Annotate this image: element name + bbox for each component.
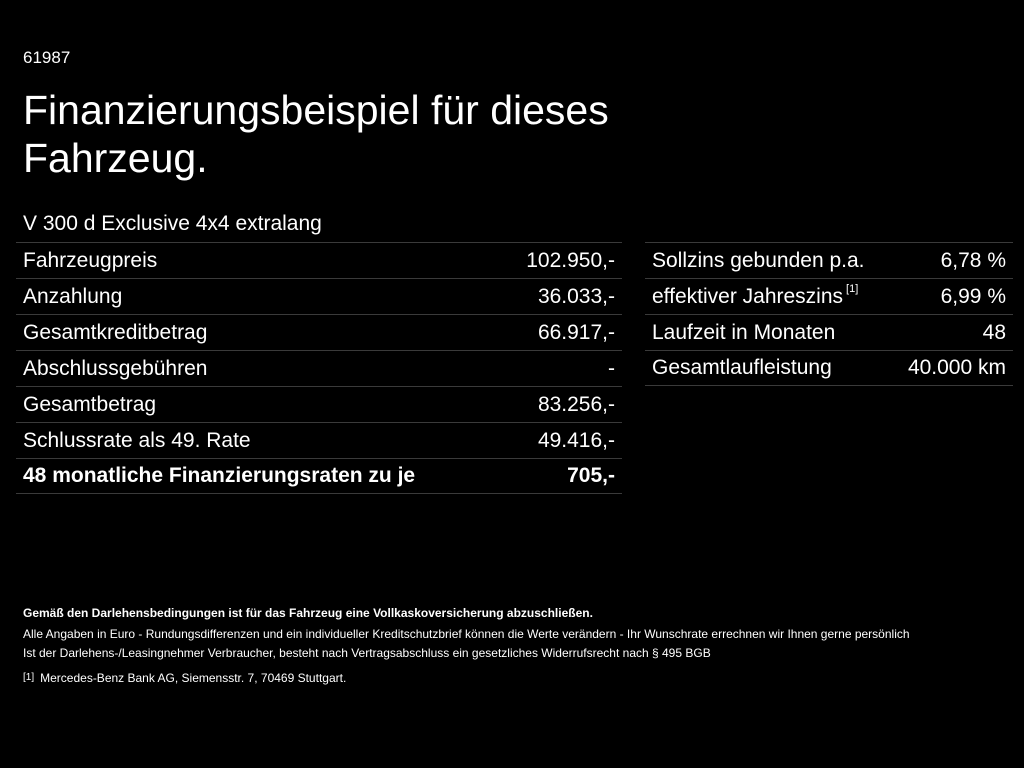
footnote-reference: [1] [846, 282, 859, 295]
insurance-note: Gemäß den Darlehensbedingungen ist für d… [23, 606, 593, 620]
financing-terms-table: Sollzins gebunden p.a. 6,78 % effektiver… [645, 242, 1013, 386]
row-value: 6,78 % [940, 248, 1006, 272]
row-label: Gesamtkreditbetrag [23, 320, 208, 344]
row-label: Gesamtbetrag [23, 392, 157, 416]
row-label-text: effektiver Jahreszins [652, 284, 844, 308]
table-row: Abschlussgebühren - [16, 350, 622, 386]
table-row: Gesamtlaufleistung 40.000 km [645, 350, 1013, 386]
legal-notes: Gemäß den Darlehensbedingungen ist für d… [23, 604, 1003, 663]
row-value: 40.000 km [907, 356, 1006, 379]
row-value: 6,99 % [940, 284, 1006, 308]
financing-cost-table: Fahrzeugpreis 102.950,- Anzahlung 36.033… [16, 242, 622, 494]
monthly-rate-row: 48 monatliche Finanzierungsraten zu je 7… [16, 458, 622, 494]
row-value: 705,- [567, 464, 615, 487]
reference-id: 61987 [23, 48, 71, 67]
table-row: Gesamtbetrag 83.256,- [16, 386, 622, 422]
vehicle-model: V 300 d Exclusive 4x4 extralang [23, 212, 322, 235]
row-value: 49.416,- [537, 428, 615, 452]
table-row: Laufzeit in Monaten 48 [645, 314, 1013, 350]
footnote-text: Mercedes-Benz Bank AG, Siemensstr. 7, 70… [40, 671, 347, 685]
row-label: Abschlussgebühren [23, 356, 208, 380]
row-label: effektiver Jahreszins [1] [652, 282, 859, 309]
table-row: Fahrzeugpreis 102.950,- [16, 242, 622, 278]
row-value: 48 [982, 320, 1006, 344]
row-value: 36.033,- [537, 284, 615, 308]
table-row: Sollzins gebunden p.a. 6,78 % [645, 242, 1013, 278]
row-value: 102.950,- [526, 248, 615, 272]
row-value: 83.256,- [537, 392, 615, 416]
row-label: Fahrzeugpreis [23, 248, 158, 272]
footnote-mark: [1] [23, 672, 35, 683]
table-row: Schlussrate als 49. Rate 49.416,- [16, 422, 622, 458]
row-label: Gesamtlaufleistung [652, 356, 832, 379]
row-label: Schlussrate als 49. Rate [23, 428, 251, 452]
disclaimer-note: Alle Angaben in Euro - Rundungsdifferenz… [23, 627, 910, 641]
row-value: 66.917,- [537, 320, 615, 344]
row-value: - [608, 356, 615, 380]
withdrawal-note: Ist der Darlehens-/Leasingnehmer Verbrau… [23, 646, 711, 660]
page-title: Finanzierungsbeispiel für dieses Fahrzeu… [23, 87, 609, 181]
row-label: 48 monatliche Finanzierungsraten zu je [23, 464, 416, 487]
footnote: [1] Mercedes-Benz Bank AG, Siemensstr. 7,… [23, 670, 346, 686]
row-label: Laufzeit in Monaten [652, 320, 836, 344]
row-label: Sollzins gebunden p.a. [652, 248, 865, 272]
row-label: Anzahlung [23, 284, 123, 308]
table-row: effektiver Jahreszins [1] 6,99 % [645, 278, 1013, 314]
table-row: Gesamtkreditbetrag 66.917,- [16, 314, 622, 350]
table-row: Anzahlung 36.033,- [16, 278, 622, 314]
